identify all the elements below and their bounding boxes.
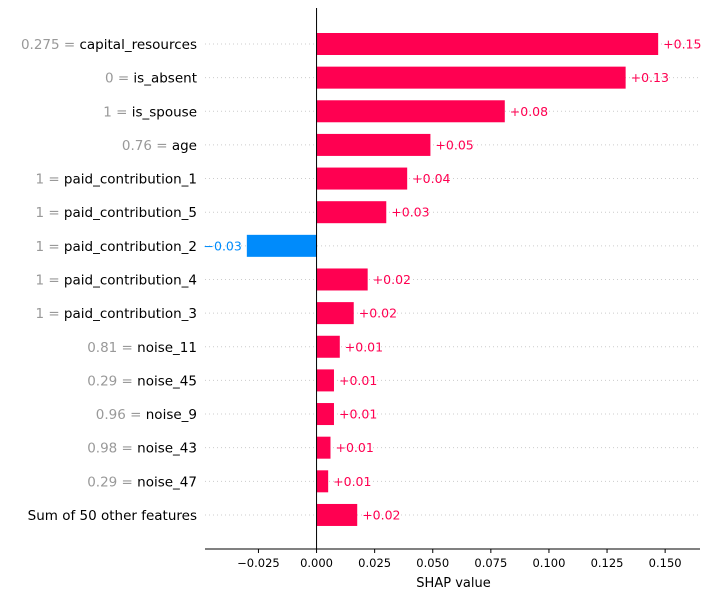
feature-value: 0 = [105, 71, 133, 87]
bar [316, 268, 368, 291]
feature-name: noise_11 [137, 340, 197, 356]
data-label: +0.02 [359, 306, 397, 321]
feature-value: 0.98 = [87, 441, 137, 457]
bar [316, 436, 331, 459]
feature-value: 1 = [35, 239, 63, 255]
data-label: +0.13 [631, 70, 669, 85]
x-tick-label: 0.100 [532, 556, 565, 570]
bar [316, 133, 431, 156]
data-label: −0.03 [204, 238, 242, 253]
feature-label: 0.275 = capital_resources [21, 37, 197, 53]
bars [246, 33, 659, 526]
feature-name: age [172, 138, 197, 154]
feature-label: 1 = paid_contribution_5 [35, 205, 197, 221]
x-tick-label: 0.150 [649, 556, 682, 570]
feature-label: 1 = is_spouse [103, 104, 197, 120]
feature-name: capital_resources [79, 37, 197, 53]
x-tick-label: 0.075 [474, 556, 507, 570]
data-label: +0.01 [333, 474, 371, 489]
bar [316, 33, 659, 55]
feature-name: paid_contribution_4 [64, 272, 197, 288]
feature-label: 1 = paid_contribution_1 [35, 172, 197, 188]
row-gridlines [205, 43, 700, 516]
data-label: +0.04 [412, 171, 450, 186]
bar [316, 503, 358, 526]
bar [316, 369, 334, 392]
feature-name: noise_9 [146, 407, 197, 423]
feature-value: 0.81 = [87, 340, 137, 356]
feature-label: 1 = paid_contribution_2 [35, 239, 197, 255]
feature-value: 1 = [35, 172, 63, 188]
x-axis-label: SHAP value [416, 576, 490, 591]
feature-name: is_absent [133, 71, 197, 87]
data-label: +0.02 [373, 272, 411, 287]
data-label: +0.01 [339, 407, 377, 422]
feature-value: 1 = [35, 306, 63, 322]
feature-label: 0.29 = noise_47 [87, 474, 197, 490]
data-label: +0.01 [335, 440, 373, 455]
feature-name: noise_47 [137, 474, 197, 490]
bar [316, 167, 408, 190]
x-axis: −0.025 0.000 0.025 0.050 0.075 0.100 0.125 0.15… [205, 548, 700, 570]
feature-value: 0.275 = [21, 37, 80, 53]
feature-value: 0.76 = [122, 138, 172, 154]
feature-label: 0.81 = noise_11 [87, 340, 197, 356]
feature-labels: 0.275 = capital_resources 0 = is_absent 1 … [21, 37, 197, 524]
feature-name: Sum of 50 other features [28, 508, 197, 524]
data-label: +0.05 [435, 137, 473, 152]
bar [246, 234, 317, 257]
data-label: +0.08 [510, 104, 548, 119]
bar [316, 470, 329, 493]
feature-name: paid_contribution_5 [64, 205, 197, 221]
feature-value: 1 = [35, 205, 63, 221]
feature-value: 1 = [103, 104, 131, 120]
x-tick-label: −0.025 [237, 556, 280, 570]
x-tick-label: 0.000 [300, 556, 333, 570]
feature-label: Sum of 50 other features [28, 508, 197, 524]
feature-label: 0.76 = age [122, 138, 197, 154]
feature-name: paid_contribution_1 [64, 172, 197, 188]
data-label: +0.02 [362, 507, 400, 522]
data-labels: +0.15 +0.13 +0.08 +0.05 +0.04 +0.03 −0.03 +0.02… [204, 37, 702, 523]
bar [316, 201, 387, 224]
data-label: +0.01 [339, 373, 377, 388]
bar [316, 100, 505, 123]
feature-value: 0.96 = [96, 407, 146, 423]
feature-label: 0.29 = noise_45 [87, 373, 197, 389]
data-label: +0.15 [663, 37, 701, 52]
feature-name: is_spouse [132, 104, 197, 120]
feature-label: 1 = paid_contribution_4 [35, 272, 197, 288]
data-label: +0.01 [345, 339, 383, 354]
feature-name: paid_contribution_3 [64, 306, 197, 322]
feature-value: 1 = [35, 272, 63, 288]
x-tick-label: 0.050 [416, 556, 449, 570]
feature-label: 0.96 = noise_9 [96, 407, 197, 423]
data-label: +0.03 [391, 205, 429, 220]
x-tick-label: 0.025 [358, 556, 391, 570]
bar [316, 403, 334, 426]
feature-label: 0.98 = noise_43 [87, 441, 197, 457]
bar [316, 335, 340, 358]
feature-name: noise_43 [137, 441, 197, 457]
feature-label: 1 = paid_contribution_3 [35, 306, 197, 322]
bar [316, 302, 354, 325]
feature-name: paid_contribution_2 [64, 239, 197, 255]
x-tick-label: 0.125 [591, 556, 624, 570]
feature-value: 0.29 = [87, 474, 137, 490]
feature-name: noise_45 [137, 373, 197, 389]
bar [316, 66, 626, 89]
feature-label: 0 = is_absent [105, 71, 197, 87]
feature-value: 0.29 = [87, 373, 137, 389]
